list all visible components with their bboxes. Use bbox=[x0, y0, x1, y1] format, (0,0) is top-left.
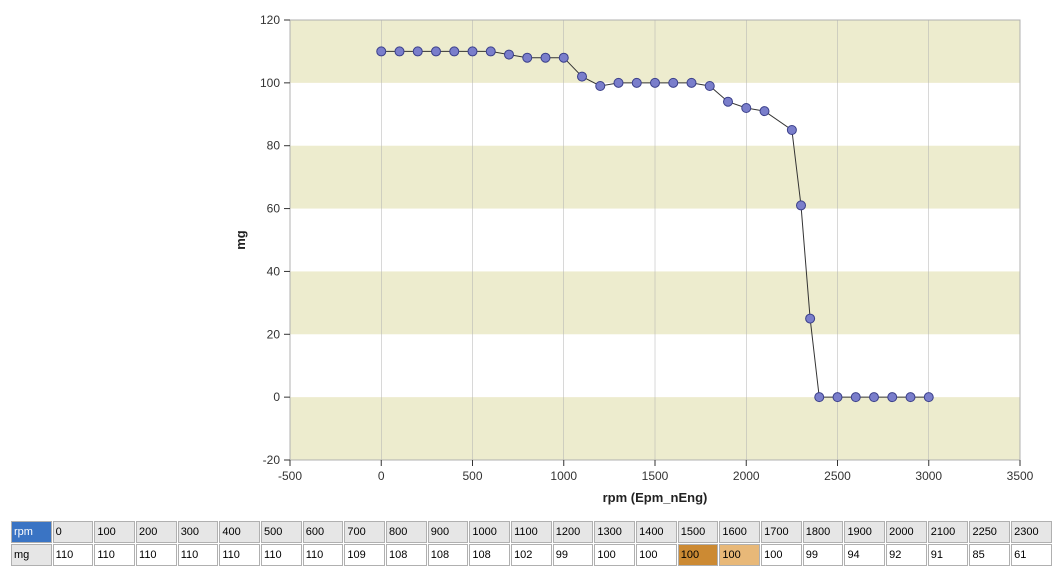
series-marker bbox=[906, 393, 915, 402]
y-tick-label: 20 bbox=[267, 327, 281, 341]
series-marker bbox=[687, 78, 696, 87]
table-col-header: 2000 bbox=[886, 521, 927, 543]
series-marker bbox=[432, 47, 441, 56]
y-tick-label: 0 bbox=[273, 390, 280, 404]
series-marker bbox=[377, 47, 386, 56]
table-col-header: 2300 bbox=[1011, 521, 1052, 543]
series-marker bbox=[578, 72, 587, 81]
x-tick-label: 500 bbox=[462, 469, 482, 483]
table-col-header: 1500 bbox=[678, 521, 719, 543]
y-tick-label: 60 bbox=[267, 202, 281, 216]
x-tick-label: 1000 bbox=[550, 469, 577, 483]
series-marker bbox=[651, 78, 660, 87]
y-tick-label: 120 bbox=[260, 13, 280, 27]
table-col-header: 200 bbox=[136, 521, 177, 543]
series-marker bbox=[559, 53, 568, 62]
x-tick-label: 3500 bbox=[1007, 469, 1034, 483]
x-tick-label: 1500 bbox=[642, 469, 669, 483]
series-marker bbox=[760, 107, 769, 116]
x-tick-label: -500 bbox=[278, 469, 302, 483]
y-tick-label: 80 bbox=[267, 139, 281, 153]
table-col-header: 300 bbox=[178, 521, 219, 543]
table-col-header: 2100 bbox=[928, 521, 969, 543]
series-marker bbox=[596, 82, 605, 91]
table-col-header: 600 bbox=[303, 521, 344, 543]
series-marker bbox=[541, 53, 550, 62]
series-marker bbox=[833, 393, 842, 402]
series-marker bbox=[924, 393, 933, 402]
table-col-header: 0 bbox=[53, 521, 94, 543]
series-marker bbox=[450, 47, 459, 56]
series-marker bbox=[523, 53, 532, 62]
table-col-header: 1900 bbox=[844, 521, 885, 543]
table-col-header: 100 bbox=[94, 521, 135, 543]
x-axis-title: rpm (Epm_nEng) bbox=[603, 490, 708, 505]
series-marker bbox=[724, 97, 733, 106]
series-marker bbox=[870, 393, 879, 402]
series-marker bbox=[806, 314, 815, 323]
series-marker bbox=[888, 393, 897, 402]
x-tick-label: 2500 bbox=[824, 469, 851, 483]
y-tick-label: -20 bbox=[263, 453, 281, 467]
series-marker bbox=[742, 104, 751, 113]
table-col-header: 1300 bbox=[594, 521, 635, 543]
table-col-header: 1000 bbox=[469, 521, 510, 543]
y-tick-label: 100 bbox=[260, 76, 280, 90]
series-marker bbox=[815, 393, 824, 402]
data-table-container: rpm 010020030040050060070080090010001100… bbox=[10, 520, 1053, 567]
table-col-header: 500 bbox=[261, 521, 302, 543]
series-marker bbox=[669, 78, 678, 87]
table-col-header: 1100 bbox=[511, 521, 552, 543]
x-tick-label: 3000 bbox=[915, 469, 942, 483]
y-tick-label: 40 bbox=[267, 264, 281, 278]
series-marker bbox=[632, 78, 641, 87]
table-col-header: 1200 bbox=[553, 521, 594, 543]
x-tick-label: 0 bbox=[378, 469, 385, 483]
series-marker bbox=[614, 78, 623, 87]
x-tick-label: 2000 bbox=[733, 469, 760, 483]
table-col-header: 1800 bbox=[803, 521, 844, 543]
series-marker bbox=[468, 47, 477, 56]
y-axis-title: mg bbox=[233, 230, 248, 250]
table-col-header: 1400 bbox=[636, 521, 677, 543]
table-col-header: 400 bbox=[219, 521, 260, 543]
series-marker bbox=[505, 50, 514, 59]
table-row-rpm: rpm 010020030040050060070080090010001100… bbox=[11, 521, 1052, 543]
chart-svg: -500 0 500 1000 1500 2000 2500 3000 3500 -20 0 20 40… bbox=[0, 0, 1063, 520]
series-marker bbox=[797, 201, 806, 210]
series-marker bbox=[787, 126, 796, 135]
series-marker bbox=[395, 47, 404, 56]
table-col-header: 1600 bbox=[719, 521, 760, 543]
series-marker bbox=[851, 393, 860, 402]
table-corner-rpm: rpm bbox=[11, 521, 52, 543]
series-marker bbox=[413, 47, 422, 56]
series-marker bbox=[705, 82, 714, 91]
table-col-header: 1700 bbox=[761, 521, 802, 543]
table-col-header: 700 bbox=[344, 521, 385, 543]
series-marker bbox=[486, 47, 495, 56]
chart-container: -500 0 500 1000 1500 2000 2500 3000 3500 -20 0 20 40… bbox=[0, 0, 1063, 520]
table-col-header: 800 bbox=[386, 521, 427, 543]
table-col-header: 900 bbox=[428, 521, 469, 543]
table-col-header: 2250 bbox=[969, 521, 1010, 543]
data-table: rpm 010020030040050060070080090010001100… bbox=[10, 520, 1053, 567]
